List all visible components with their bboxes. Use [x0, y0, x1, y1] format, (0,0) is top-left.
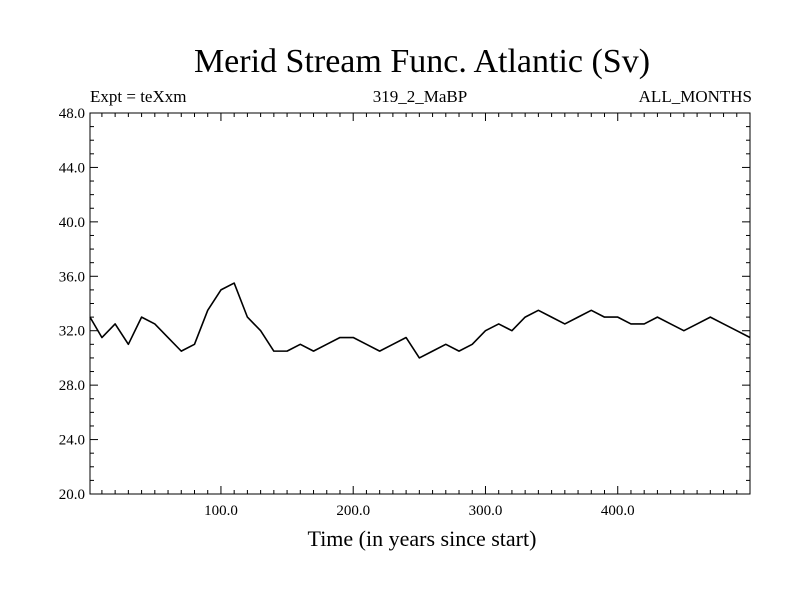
- y-tick-label: 48.0: [59, 106, 85, 122]
- y-tick-label: 32.0: [59, 324, 85, 340]
- y-tick-label: 40.0: [59, 215, 85, 231]
- x-tick-label: 200.0: [336, 503, 370, 519]
- x-axis-label: Time (in years since start): [308, 526, 537, 551]
- y-tick-label: 24.0: [59, 433, 85, 449]
- y-tick-label: 36.0: [59, 269, 85, 285]
- experiment-label: Expt = teXxm: [90, 87, 186, 106]
- y-tick-label: 20.0: [59, 487, 85, 503]
- x-tick-label: 400.0: [601, 503, 635, 519]
- y-axis: 20.0 24.0 28.0 32.0 36.0 40.0 44.0 48.0: [59, 106, 750, 503]
- y-tick-label: 28.0: [59, 378, 85, 394]
- y-tick-label: 44.0: [59, 160, 85, 176]
- x-tick-label: 300.0: [469, 503, 503, 519]
- chart-title: Merid Stream Func. Atlantic (Sv): [194, 43, 650, 80]
- x-tick-label: 100.0: [204, 503, 238, 519]
- months-label: ALL_MONTHS: [639, 87, 752, 106]
- series-line-0: [89, 282, 751, 359]
- plot-frame: [89, 112, 751, 495]
- run-label: 319_2_MaBP: [373, 87, 467, 106]
- plot-series: [89, 282, 751, 359]
- x-axis: 100.0 200.0 300.0 400.0: [101, 113, 738, 519]
